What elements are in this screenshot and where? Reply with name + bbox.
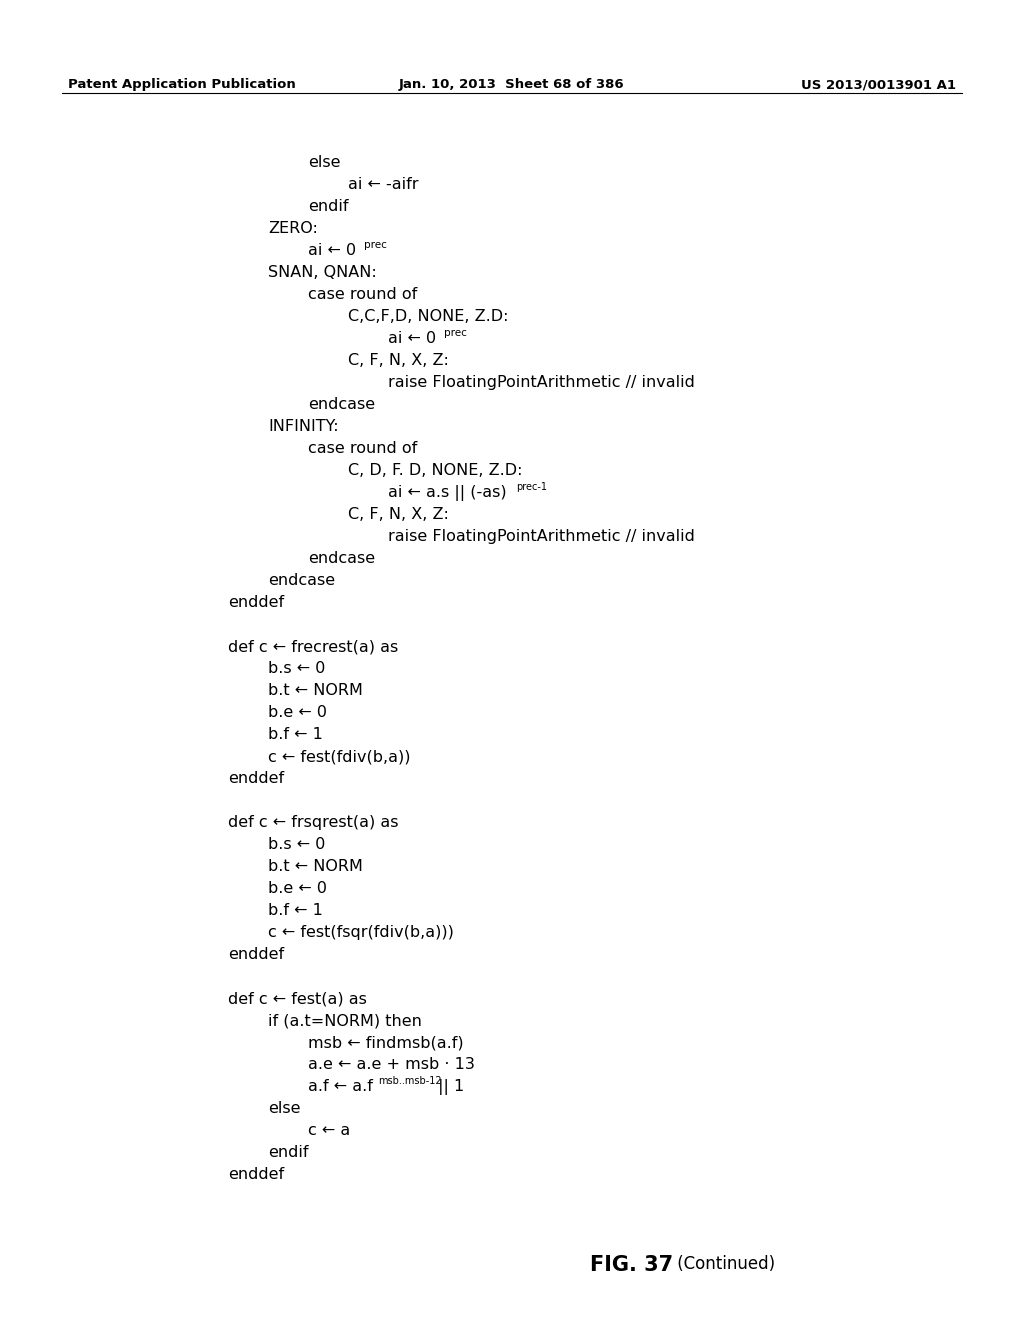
- Text: a.f ← a.f: a.f ← a.f: [308, 1078, 373, 1094]
- Text: US 2013/0013901 A1: US 2013/0013901 A1: [801, 78, 956, 91]
- Text: ai ← -aifr: ai ← -aifr: [348, 177, 419, 191]
- Text: raise FloatingPointArithmetic // invalid: raise FloatingPointArithmetic // invalid: [388, 529, 695, 544]
- Text: if (a.t=NORM) then: if (a.t=NORM) then: [268, 1012, 422, 1028]
- Text: b.f ← 1: b.f ← 1: [268, 727, 323, 742]
- Text: b.t ← NORM: b.t ← NORM: [268, 682, 362, 698]
- Text: b.f ← 1: b.f ← 1: [268, 903, 323, 917]
- Text: enddef: enddef: [228, 595, 284, 610]
- Text: b.t ← NORM: b.t ← NORM: [268, 859, 362, 874]
- Text: enddef: enddef: [228, 1167, 284, 1181]
- Text: def c ← frsqrest(a) as: def c ← frsqrest(a) as: [228, 814, 398, 830]
- Text: case round of: case round of: [308, 286, 417, 302]
- Text: c ← a: c ← a: [308, 1123, 350, 1138]
- Text: else: else: [268, 1101, 300, 1115]
- Text: ZERO:: ZERO:: [268, 220, 317, 236]
- Text: ai ← 0: ai ← 0: [388, 331, 436, 346]
- Text: ai ← a.s || (-as): ai ← a.s || (-as): [388, 484, 507, 502]
- Text: a.e ← a.e + msb · 13: a.e ← a.e + msb · 13: [308, 1057, 475, 1072]
- Text: b.s ← 0: b.s ← 0: [268, 837, 326, 851]
- Text: prec: prec: [364, 240, 387, 249]
- Text: prec: prec: [444, 327, 467, 338]
- Text: else: else: [308, 154, 341, 170]
- Text: endcase: endcase: [308, 550, 375, 566]
- Text: def c ← fest(a) as: def c ← fest(a) as: [228, 991, 367, 1006]
- Text: enddef: enddef: [228, 771, 284, 785]
- Text: b.e ← 0: b.e ← 0: [268, 705, 327, 719]
- Text: ai ← 0: ai ← 0: [308, 243, 356, 257]
- Text: enddef: enddef: [228, 946, 284, 962]
- Text: b.s ← 0: b.s ← 0: [268, 661, 326, 676]
- Text: raise FloatingPointArithmetic // invalid: raise FloatingPointArithmetic // invalid: [388, 375, 695, 389]
- Text: b.e ← 0: b.e ← 0: [268, 880, 327, 896]
- Text: msb..msb-12: msb..msb-12: [378, 1076, 441, 1086]
- Text: (Continued): (Continued): [672, 1255, 775, 1272]
- Text: Jan. 10, 2013  Sheet 68 of 386: Jan. 10, 2013 Sheet 68 of 386: [399, 78, 625, 91]
- Text: prec-1: prec-1: [516, 482, 547, 492]
- Text: Patent Application Publication: Patent Application Publication: [68, 78, 296, 91]
- Text: || 1: || 1: [433, 1078, 464, 1096]
- Text: c ← fest(fdiv(b,a)): c ← fest(fdiv(b,a)): [268, 748, 411, 764]
- Text: C,C,F,D, NONE, Z.D:: C,C,F,D, NONE, Z.D:: [348, 309, 509, 323]
- Text: case round of: case round of: [308, 441, 417, 455]
- Text: c ← fest(fsqr(fdiv(b,a))): c ← fest(fsqr(fdiv(b,a))): [268, 925, 454, 940]
- Text: endif: endif: [268, 1144, 308, 1160]
- Text: C, F, N, X, Z:: C, F, N, X, Z:: [348, 507, 449, 521]
- Text: C, D, F. D, NONE, Z.D:: C, D, F. D, NONE, Z.D:: [348, 463, 522, 478]
- Text: INFINITY:: INFINITY:: [268, 418, 339, 434]
- Text: msb ← findmsb(a.f): msb ← findmsb(a.f): [308, 1035, 464, 1049]
- Text: endif: endif: [308, 199, 348, 214]
- Text: SNAN, QNAN:: SNAN, QNAN:: [268, 265, 377, 280]
- Text: endcase: endcase: [308, 397, 375, 412]
- Text: FIG. 37: FIG. 37: [590, 1255, 673, 1275]
- Text: endcase: endcase: [268, 573, 335, 587]
- Text: C, F, N, X, Z:: C, F, N, X, Z:: [348, 352, 449, 368]
- Text: def c ← frecrest(a) as: def c ← frecrest(a) as: [228, 639, 398, 653]
